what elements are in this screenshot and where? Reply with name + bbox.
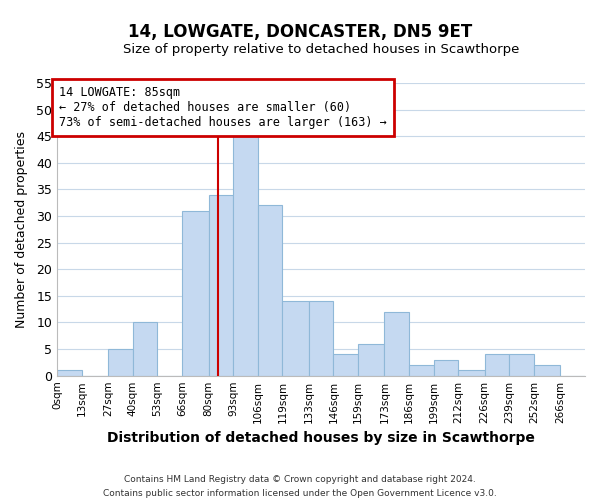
X-axis label: Distribution of detached houses by size in Scawthorpe: Distribution of detached houses by size … [107,431,535,445]
Bar [358,344,385,376]
Bar [182,210,209,376]
Title: Size of property relative to detached houses in Scawthorpe: Size of property relative to detached ho… [123,42,519,56]
Text: Contains HM Land Registry data © Crown copyright and database right 2024.
Contai: Contains HM Land Registry data © Crown c… [103,476,497,498]
Bar [57,370,82,376]
Y-axis label: Number of detached properties: Number of detached properties [15,131,28,328]
Bar [309,301,334,376]
Bar [485,354,509,376]
Bar [534,365,560,376]
Bar [409,365,434,376]
Bar [209,195,233,376]
Bar [509,354,534,376]
Bar [458,370,485,376]
Bar [133,322,157,376]
Bar [334,354,358,376]
Text: 14, LOWGATE, DONCASTER, DN5 9ET: 14, LOWGATE, DONCASTER, DN5 9ET [128,22,472,40]
Bar [258,206,283,376]
Bar [108,349,133,376]
Bar [233,136,258,376]
Bar [385,312,409,376]
Bar [283,301,309,376]
Bar [434,360,458,376]
Text: 14 LOWGATE: 85sqm
← 27% of detached houses are smaller (60)
73% of semi-detached: 14 LOWGATE: 85sqm ← 27% of detached hous… [59,86,387,128]
